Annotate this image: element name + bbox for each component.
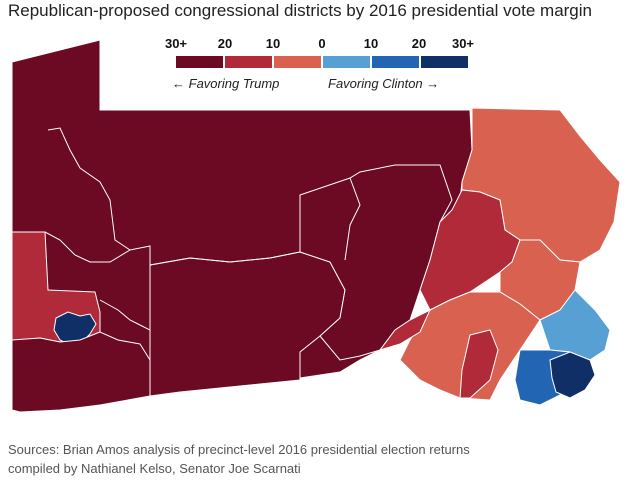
district-boundaries	[44, 127, 361, 360]
district-philadelphia	[549, 351, 596, 399]
legend-tick-label: 10	[265, 36, 281, 51]
legend-swatch-trump-10	[274, 56, 321, 68]
favoring-clinton-label: Favoring Clinton	[328, 76, 423, 91]
legend-swatch-clinton-20	[421, 56, 468, 68]
legend-swatch-clinton-0	[323, 56, 370, 68]
legend: 30+ 20 10 0 10 20 30+ ← Favoring Trump F…	[158, 36, 478, 98]
legend-tick-label: 10	[363, 36, 379, 51]
district-southwest	[11, 331, 151, 413]
favoring-trump-label: Favoring Trump	[188, 76, 280, 91]
legend-tick-label: 30+	[451, 36, 475, 51]
sources-note: Sources: Brian Amos analysis of precinct…	[8, 440, 632, 478]
district-map	[0, 28, 640, 438]
district-south-red	[378, 308, 432, 351]
legend-tick-label: 0	[318, 36, 326, 51]
legend-favoring-clinton: Favoring Clinton →	[328, 76, 439, 91]
legend-tick-labels: 30+ 20 10 0 10 20 30+	[158, 36, 478, 52]
legend-tick-label: 20	[411, 36, 427, 51]
district-southeast-red	[459, 329, 499, 399]
district-pittsburgh	[53, 311, 97, 346]
pennsylvania-map-svg	[11, 39, 621, 413]
legend-swatch-trump-20	[225, 56, 272, 68]
arrow-left-icon: ←	[172, 76, 185, 91]
legend-color-scale	[176, 56, 468, 68]
arrow-right-icon: →	[426, 76, 440, 91]
legend-swatch-trump-30	[176, 56, 223, 68]
sources-line-2: compiled by Nathianel Kelso, Senator Joe…	[8, 461, 301, 476]
legend-tick-label: 30+	[164, 36, 188, 51]
legend-tick-label: 20	[217, 36, 233, 51]
map-title: Republican-proposed congressional distri…	[8, 1, 592, 20]
sources-line-1: Sources: Brian Amos analysis of precinct…	[8, 442, 470, 457]
legend-swatch-clinton-10	[372, 56, 419, 68]
legend-favoring-trump: ← Favoring Trump	[172, 76, 279, 91]
